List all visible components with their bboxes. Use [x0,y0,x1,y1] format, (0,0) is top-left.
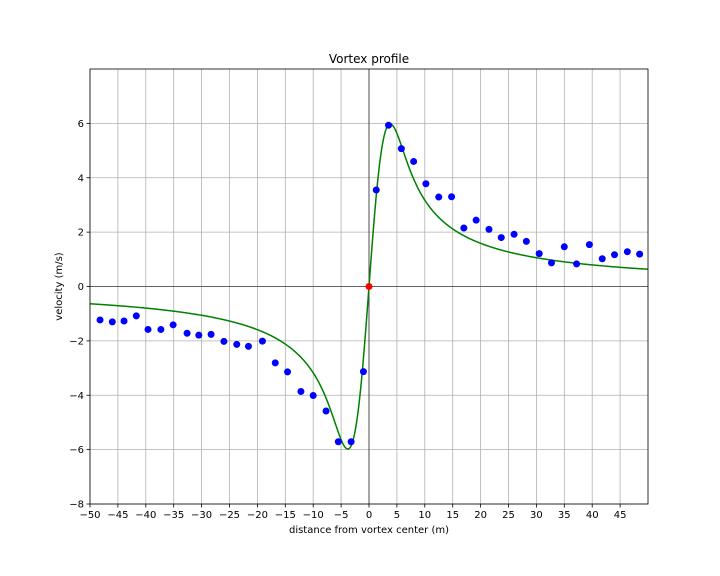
x-tick-label: 40 [586,510,599,521]
x-tick-label: 25 [502,510,515,521]
data-point [157,325,165,333]
data-point [573,260,581,268]
y-tick-label: 2 [78,228,84,239]
chart-title: Vortex profile [329,52,409,66]
x-tick-label: −5 [334,510,349,521]
data-point [132,312,140,320]
data-point [535,250,543,258]
data-point [120,317,128,325]
x-axis-ticks: −50 −45 −40 −35 −30 −25 −20 −15 −10 −5 0 5 10 15 20 25 3… [79,504,626,521]
data-point [347,438,355,446]
data-point [485,225,493,233]
data-point [359,368,367,376]
x-tick-label: −45 [107,510,128,521]
x-tick-label: 35 [558,510,571,521]
data-point [195,331,203,339]
data-point [623,248,631,256]
y-tick-label: −4 [69,391,84,402]
data-point [220,337,228,345]
data-point [611,251,619,259]
x-tick-label: 30 [530,510,543,521]
y-tick-label: 0 [78,282,84,293]
x-tick-label: 45 [614,510,627,521]
data-points [96,121,644,446]
x-tick-label: 10 [418,510,431,521]
data-point [258,337,266,345]
data-point [108,318,116,326]
data-point [233,340,241,348]
x-tick-label: −25 [219,510,240,521]
data-point [334,438,342,446]
data-point [472,216,480,224]
data-point [372,186,380,194]
data-point [169,321,177,329]
x-tick-label: 15 [446,510,459,521]
data-point [636,250,644,258]
data-point [207,330,215,338]
x-tick-label: 20 [474,510,487,521]
data-point [297,387,305,395]
data-point [448,193,456,201]
y-tick-label: 6 [78,119,84,130]
data-point [547,259,555,267]
x-tick-label: −30 [191,510,212,521]
data-point [410,157,418,165]
data-point [460,224,468,232]
y-axis-title: velocity (m/s) [54,252,65,320]
x-tick-label: 0 [366,510,372,521]
data-point [585,241,593,249]
data-point [560,243,568,251]
y-tick-label: −8 [69,500,84,511]
y-tick-label: −6 [69,445,84,456]
x-axis-title: distance from vortex center (m) [289,525,449,536]
data-point [365,283,373,290]
data-point [435,193,443,201]
data-point [244,342,252,350]
data-point [397,145,405,153]
y-tick-label: −2 [69,336,84,347]
data-point [271,359,279,367]
data-point [522,237,530,245]
x-tick-label: −20 [247,510,268,521]
data-point [309,392,317,400]
data-point [385,121,393,129]
y-tick-label: 4 [78,173,84,184]
data-point [598,255,606,263]
x-tick-label: 5 [394,510,400,521]
data-point [284,368,292,376]
data-point [497,234,505,242]
x-tick-label: −15 [275,510,296,521]
data-point [322,407,330,415]
data-point [96,316,104,324]
data-point [183,329,191,337]
data-point [422,180,430,188]
x-tick-label: −10 [303,510,324,521]
data-point [144,325,152,333]
data-point [510,230,518,238]
x-tick-label: −40 [135,510,156,521]
y-axis-ticks: −8 −6 −4 −2 0 2 4 6 [69,119,90,511]
x-tick-label: −35 [163,510,184,521]
x-tick-label: −50 [79,510,100,521]
